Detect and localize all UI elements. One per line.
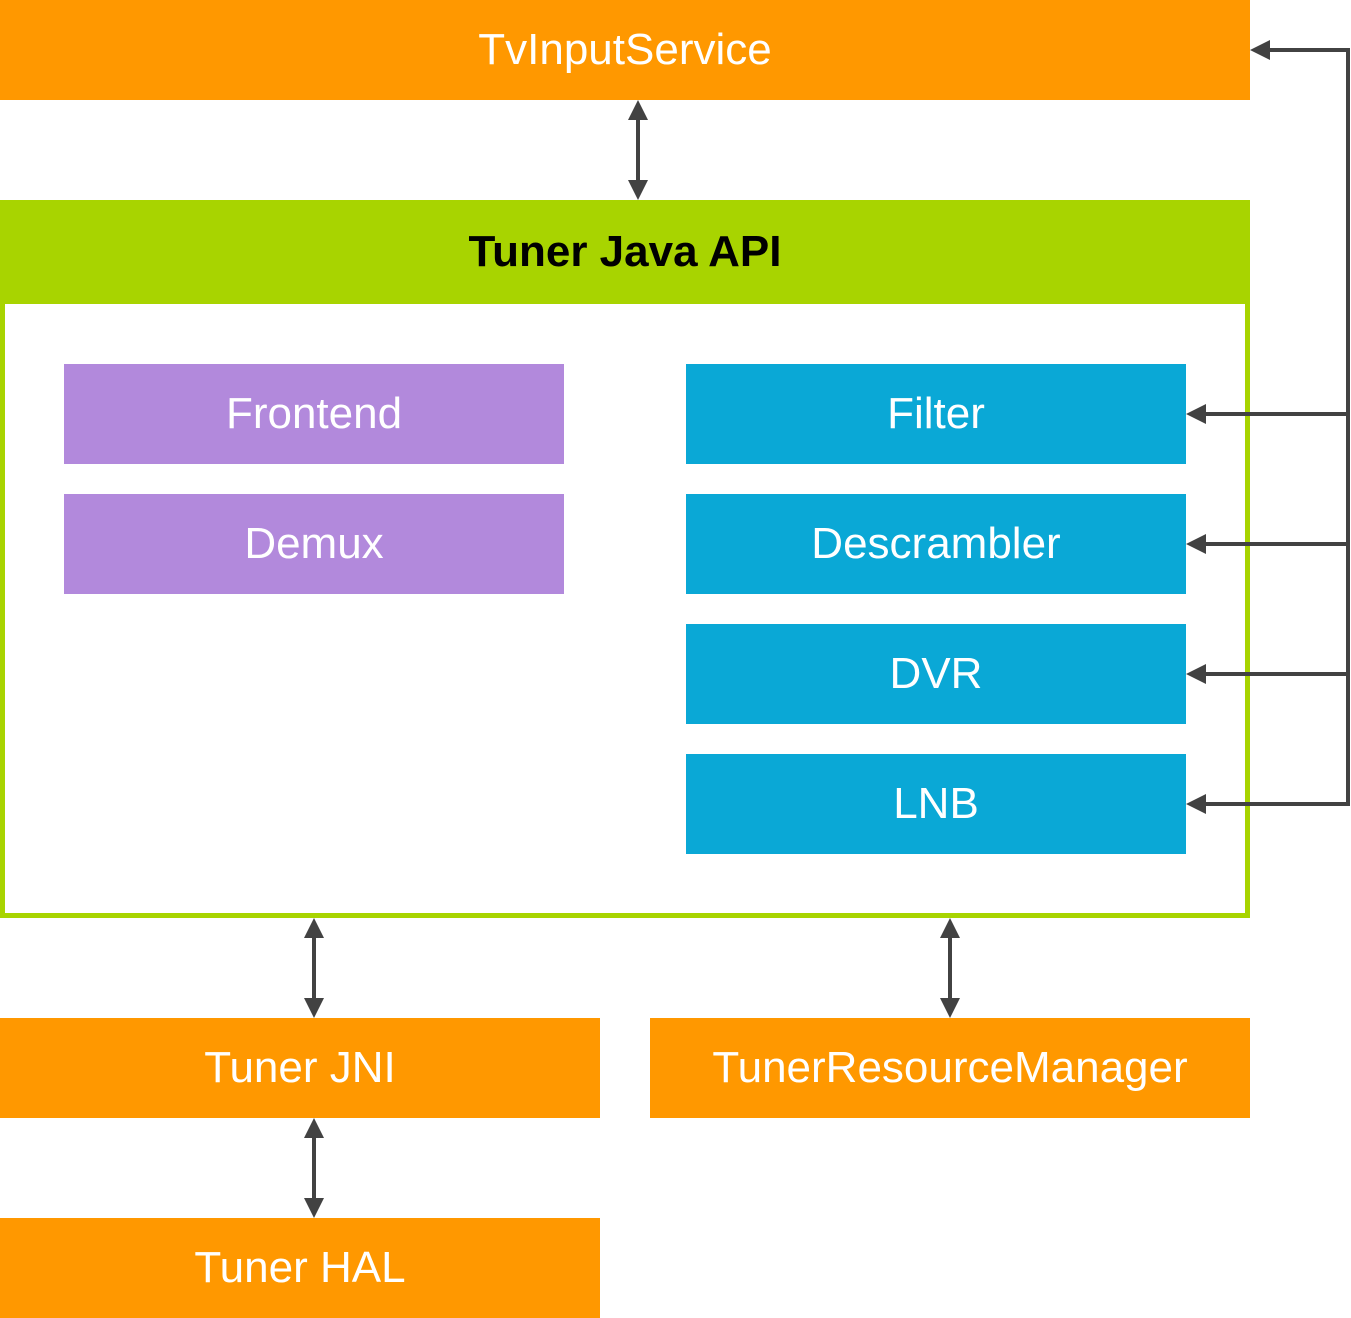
descrambler-label: Descrambler bbox=[811, 519, 1061, 568]
arrowhead-icon bbox=[304, 918, 324, 938]
arrowhead-icon bbox=[1186, 404, 1206, 424]
tuner-hal-label: Tuner HAL bbox=[194, 1243, 406, 1292]
tuner-hal-box: Tuner HAL bbox=[0, 1218, 600, 1318]
arrowhead-icon bbox=[940, 998, 960, 1018]
demux-box: Demux bbox=[64, 494, 564, 594]
dvr-label: DVR bbox=[889, 649, 983, 698]
arrowhead-icon bbox=[1186, 534, 1206, 554]
tuner-resource-manager-box: TunerResourceManager bbox=[650, 1018, 1250, 1118]
tv-input-service-box: TvInputService bbox=[0, 0, 1250, 100]
arrowhead-icon bbox=[1186, 664, 1206, 684]
filter-label: Filter bbox=[887, 389, 985, 438]
arrowhead-icon bbox=[940, 918, 960, 938]
arrowhead-icon bbox=[1186, 794, 1206, 814]
arrowhead-icon bbox=[628, 180, 648, 200]
dvr-box: DVR bbox=[686, 624, 1186, 724]
arrowhead-icon bbox=[304, 1198, 324, 1218]
tv-input-service-label: TvInputService bbox=[478, 25, 772, 74]
tuner-jni-label: Tuner JNI bbox=[204, 1043, 396, 1092]
tuner-resource-manager-label: TunerResourceManager bbox=[712, 1043, 1188, 1092]
arrowhead-icon bbox=[628, 100, 648, 120]
arrowhead-icon bbox=[1250, 40, 1270, 60]
demux-label: Demux bbox=[244, 519, 384, 568]
frontend-label: Frontend bbox=[225, 389, 403, 438]
filter-box: Filter bbox=[686, 364, 1186, 464]
lnb-label: LNB bbox=[893, 779, 979, 828]
arrowhead-icon bbox=[304, 1118, 324, 1138]
frontend-box: Frontend bbox=[64, 364, 564, 464]
lnb-box: LNB bbox=[686, 754, 1186, 854]
tuner-java-api-title: Tuner Java API bbox=[468, 227, 782, 276]
descrambler-box: Descrambler bbox=[686, 494, 1186, 594]
arrowhead-icon bbox=[304, 998, 324, 1018]
connector-trm-bus bbox=[1206, 48, 1350, 806]
tuner-jni-box: Tuner JNI bbox=[0, 1018, 600, 1118]
